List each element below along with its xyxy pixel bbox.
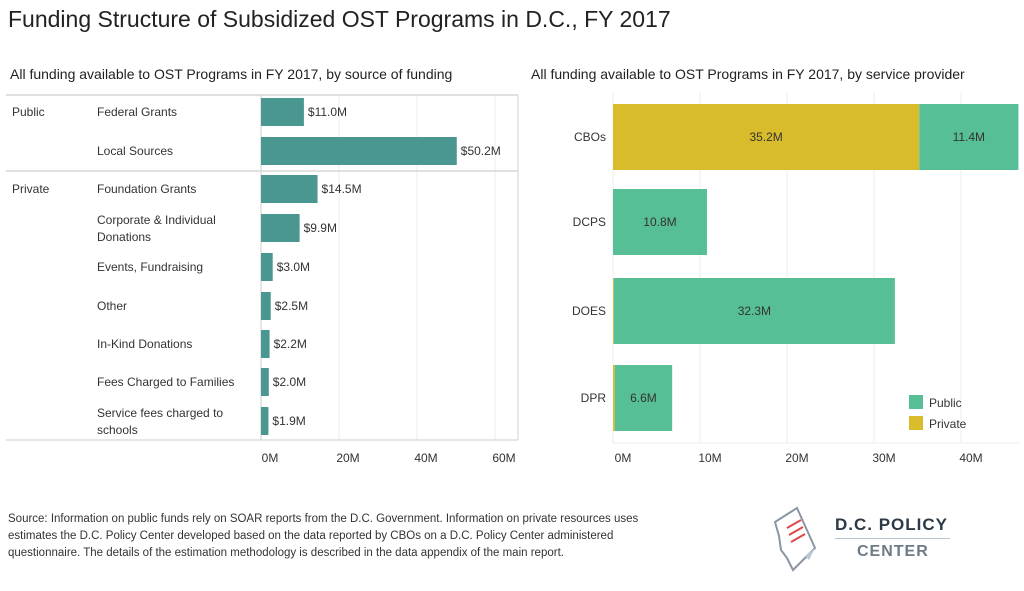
data-label: $14.5M	[322, 182, 362, 196]
bar	[261, 330, 270, 358]
bar	[261, 137, 457, 165]
legend-swatch-public	[909, 395, 923, 409]
data-label-public: 32.3M	[738, 304, 771, 318]
bar-private	[613, 365, 615, 431]
category-label: Corporate & Individual	[97, 213, 216, 227]
bar-public	[613, 278, 895, 344]
category-label: Fees Charged to Families	[97, 375, 234, 389]
x-tick-label: 40M	[414, 451, 437, 465]
bar	[261, 175, 318, 203]
data-label: $3.0M	[277, 260, 310, 274]
category-label: Donations	[97, 230, 151, 244]
dc-map-document-icon	[773, 506, 817, 572]
data-label-private: 35.2M	[749, 130, 782, 144]
source-note: Source: Information on public funds rely…	[8, 513, 639, 559]
x-tick-label: 20M	[785, 451, 808, 465]
logo-text-dc-policy: D.C. POLICY	[835, 515, 949, 534]
data-label-public: 6.6M	[630, 391, 657, 405]
category-label: Events, Fundraising	[97, 260, 203, 274]
bar-public	[614, 365, 673, 431]
bar	[261, 368, 269, 396]
category-label: schools	[97, 423, 138, 437]
category-label: Local Sources	[97, 144, 173, 158]
bar-public	[919, 104, 1019, 170]
legend-swatch-private	[909, 416, 923, 430]
group-label-private: Private	[12, 182, 50, 196]
data-label-public: 10.8M	[643, 215, 676, 229]
bar	[261, 253, 273, 281]
category-label: DCPS	[573, 215, 606, 229]
x-tick-label: 30M	[872, 451, 895, 465]
data-label: $9.9M	[304, 221, 337, 235]
logo-text-center: CENTER	[857, 543, 929, 560]
bar	[261, 292, 271, 320]
category-label: Service fees charged to	[97, 406, 223, 420]
bar	[261, 214, 300, 242]
data-label: $2.2M	[274, 337, 307, 351]
category-label: Foundation Grants	[97, 182, 196, 196]
category-label: Other	[97, 299, 127, 313]
left-chart-title: All funding available to OST Programs in…	[10, 66, 453, 82]
category-label: DOES	[572, 304, 606, 318]
logo-divider	[835, 538, 950, 539]
x-tick-label: 60M	[492, 451, 515, 465]
data-label: $11.0M	[308, 105, 347, 119]
x-tick-label: 0M	[615, 451, 632, 465]
data-label-public: 11.4M	[953, 130, 985, 144]
category-label: DPR	[581, 391, 607, 405]
right-chart-title: All funding available to OST Programs in…	[531, 66, 965, 82]
page-title: Funding Structure of Subsidized OST Prog…	[8, 6, 671, 32]
category-label: CBOs	[574, 130, 606, 144]
bar	[261, 407, 269, 435]
bar-public	[613, 189, 707, 255]
x-tick-label: 0M	[262, 451, 279, 465]
legend-label-public: Public	[929, 396, 962, 410]
x-tick-label: 10M	[698, 451, 721, 465]
data-label: $2.0M	[273, 375, 306, 389]
bar-private	[613, 104, 920, 170]
category-label: Federal Grants	[97, 105, 177, 119]
data-label: $50.2M	[461, 144, 501, 158]
data-label: $2.5M	[275, 299, 308, 313]
x-tick-label: 20M	[336, 451, 359, 465]
data-label: $1.9M	[272, 414, 305, 428]
x-tick-label: 40M	[959, 451, 982, 465]
bar-private	[613, 278, 614, 344]
legend-label-private: Private	[929, 417, 967, 431]
category-label: In-Kind Donations	[97, 337, 192, 351]
bar	[261, 98, 304, 126]
group-label-public: Public	[12, 105, 45, 119]
dc-policy-center-logo: D.C. POLICY CENTER	[765, 500, 965, 580]
